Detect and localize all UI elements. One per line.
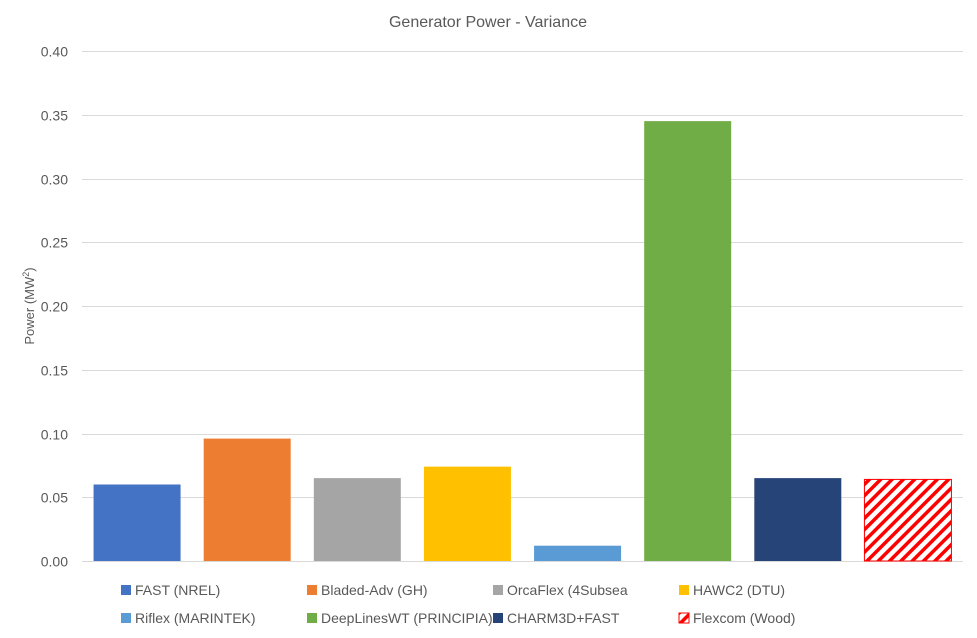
y-tick-label: 0.20 bbox=[41, 299, 68, 315]
y-axis-ticks: 0.00 0.05 0.10 0.15 0.20 0.25 0.30 0.35 0.40 bbox=[41, 44, 68, 570]
bar-3 bbox=[313, 478, 401, 561]
bar-6 bbox=[644, 121, 732, 561]
legend-label: CHARM3D+FAST bbox=[507, 610, 620, 626]
bars bbox=[93, 121, 952, 562]
y-tick-label: 0.35 bbox=[41, 108, 68, 124]
y-tick-label: 0.00 bbox=[41, 554, 68, 570]
legend-label: OrcaFlex (4Subsea bbox=[507, 582, 628, 598]
y-tick-label: 0.15 bbox=[41, 363, 68, 379]
bar-2 bbox=[203, 438, 291, 561]
legend-label: Flexcom (Wood) bbox=[693, 610, 795, 626]
legend-label: Riflex (MARINTEK) bbox=[135, 610, 256, 626]
legend-swatch bbox=[493, 613, 503, 623]
bar-8 bbox=[863, 478, 952, 562]
legend-label: DeepLinesWT (PRINCIPIA) bbox=[321, 610, 493, 626]
chart-title: Generator Power - Variance bbox=[389, 14, 587, 31]
bar-7 bbox=[754, 478, 842, 561]
legend-swatch bbox=[493, 585, 503, 595]
legend-label: HAWC2 (DTU) bbox=[693, 582, 785, 598]
legend-label: FAST (NREL) bbox=[135, 582, 220, 598]
legend-swatch bbox=[307, 585, 317, 595]
y-tick-label: 0.40 bbox=[41, 44, 68, 60]
legend-swatch bbox=[678, 612, 690, 624]
y-tick-label: 0.25 bbox=[41, 235, 68, 251]
y-tick-label: 0.30 bbox=[41, 172, 68, 188]
legend-swatch bbox=[679, 585, 689, 595]
legend-swatch bbox=[121, 613, 131, 623]
bar-4 bbox=[423, 466, 511, 561]
legend-swatch bbox=[307, 613, 317, 623]
y-tick-label: 0.05 bbox=[41, 490, 68, 506]
legend-swatch bbox=[121, 585, 131, 595]
legend-label: Bladed-Adv (GH) bbox=[321, 582, 428, 598]
y-tick-label: 0.10 bbox=[41, 427, 68, 443]
legend: FAST (NREL) Bladed-Adv (GH) OrcaFlex (4Sub… bbox=[121, 582, 795, 626]
bar-5 bbox=[534, 545, 622, 561]
bar-1 bbox=[93, 484, 181, 561]
y-axis-label: Power (MW2) bbox=[21, 267, 37, 344]
